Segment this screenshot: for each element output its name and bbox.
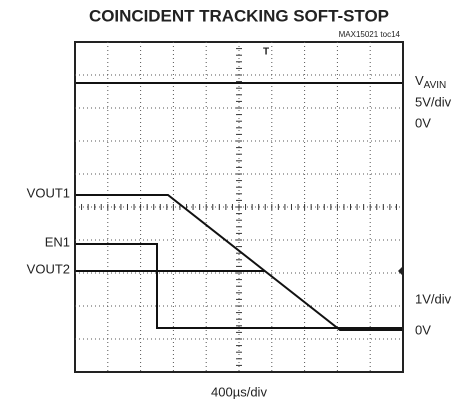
vout1-trace: [76, 194, 402, 331]
title: COINCIDENT TRACKING SOFT-STOP: [89, 6, 389, 25]
vavin-main: V: [415, 73, 424, 88]
time-scale: 400µs/div: [211, 384, 267, 399]
grid: [75, 42, 403, 372]
scale-top: 5V/div: [415, 94, 452, 109]
level-arrow: [398, 266, 403, 276]
label-vout1: VOUT1: [27, 185, 70, 200]
label-en1: EN1: [45, 234, 70, 249]
label-vavin: VAVIN: [415, 73, 446, 90]
zero-top: 0V: [415, 115, 431, 130]
vavin-sub: AVIN: [424, 80, 447, 91]
zero-bottom: 0V: [415, 322, 431, 337]
figure-id: MAX15021 toc14: [339, 30, 401, 39]
scale-bottom: 1V/div: [415, 291, 452, 306]
trigger-marker: T: [263, 47, 269, 58]
en1-trace: [76, 243, 402, 329]
label-vout2: VOUT2: [27, 261, 70, 276]
